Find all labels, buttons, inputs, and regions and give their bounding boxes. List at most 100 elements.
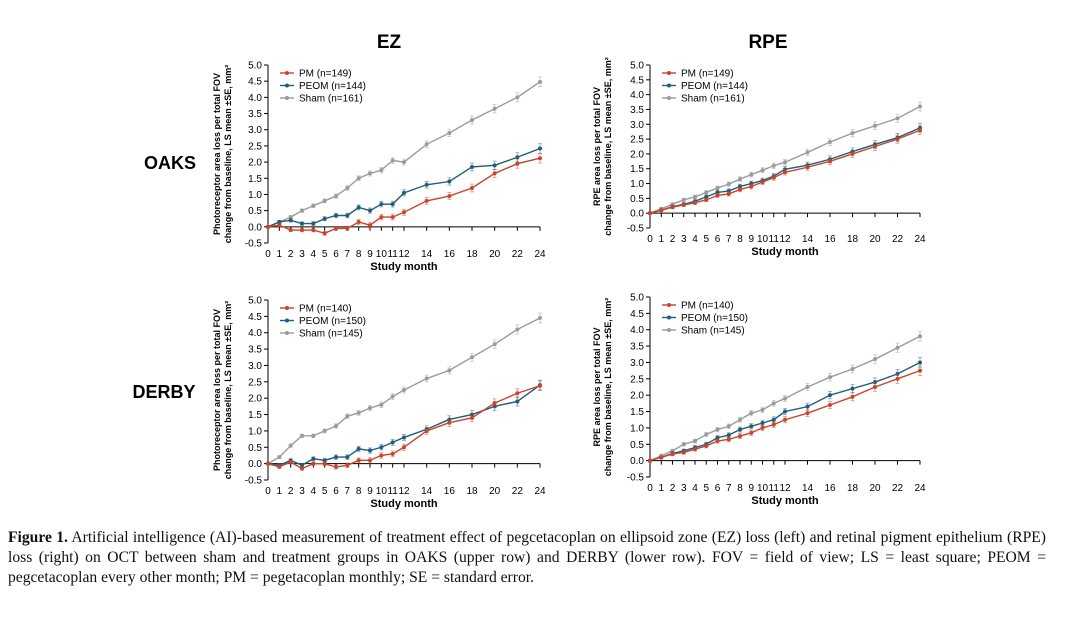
legend-marker (285, 306, 289, 310)
x-tick-label: 8 (737, 483, 743, 494)
x-tick-label: 20 (869, 483, 881, 494)
legend-marker (667, 303, 671, 307)
y-tick-label: 3.0 (630, 358, 644, 369)
data-point (345, 213, 350, 218)
caption-label: Figure 1. (8, 529, 68, 546)
x-tick-label: 4 (311, 249, 317, 260)
data-point (379, 445, 384, 450)
data-point (760, 425, 765, 430)
x-tick-label: 6 (715, 234, 721, 245)
x-tick-label: 5 (703, 234, 709, 245)
x-tick-label: 20 (869, 234, 881, 245)
data-point (681, 202, 686, 207)
data-point (390, 158, 395, 163)
data-point (659, 208, 664, 213)
x-tick-label: 3 (299, 486, 305, 497)
data-point (538, 156, 542, 161)
data-point (322, 461, 327, 466)
data-point (873, 385, 877, 389)
y-tick-label: 2.5 (630, 135, 644, 146)
data-point (402, 388, 406, 392)
data-point (873, 357, 877, 362)
x-tick-label: 24 (534, 249, 546, 260)
y-tick-label: 4.5 (248, 77, 262, 88)
y-tick-label: 1.0 (248, 426, 262, 437)
y-tick-label: 1.5 (248, 410, 262, 421)
data-point (368, 223, 372, 228)
data-point (402, 445, 406, 450)
data-point (783, 160, 787, 165)
y-tick-label: 1.0 (248, 190, 262, 201)
data-point (738, 427, 742, 432)
data-point (288, 228, 293, 233)
data-point (402, 190, 406, 195)
data-point (470, 355, 474, 360)
y-axis-label-line1: Photoreceptor area loss per total FOV (212, 73, 222, 235)
data-point (515, 327, 520, 332)
data-point (726, 433, 731, 438)
data-point (670, 205, 675, 210)
data-point (771, 417, 776, 422)
data-point (345, 226, 350, 231)
x-tick-label: 6 (715, 483, 721, 494)
data-point (379, 402, 384, 407)
data-point (345, 455, 350, 460)
caption-text: Artificial intelligence (AI)-based measu… (8, 529, 1046, 586)
legend: PM (n=140)PEOM (n=150) Sham (n=145) (280, 304, 366, 340)
x-tick-label: 6 (333, 249, 339, 260)
data-point (681, 197, 686, 202)
data-point (300, 228, 304, 233)
y-axis-label-line1: Photoreceptor area loss per total FOV (212, 309, 222, 471)
y-tick-label: 4.5 (630, 75, 644, 86)
series-pm (266, 380, 542, 471)
chart-panel-oaks-ez: 5.04.54.03.53.02.52.01.51.00.50.0-0.50 1 2… (212, 61, 546, 274)
x-tick-label: 5 (703, 483, 709, 494)
figure-charts: EZ RPE OAKS DERBY 5.0 4.5 4.0 3.5 3.0 2.5 2.0 1… (132, 32, 926, 511)
y-tick-label: 5.0 (248, 296, 262, 307)
data-point (918, 360, 922, 365)
data-point (515, 391, 520, 396)
x-tick-label: 14 (802, 483, 814, 494)
data-point (368, 208, 372, 213)
series-sham (266, 76, 542, 229)
x-tick-label: 22 (892, 234, 904, 245)
data-point (918, 334, 922, 339)
chart-panel-derby-ez: 5.04.54.03.53.02.52.01.51.00.50.0-0.50 1 2… (212, 296, 546, 511)
data-point (783, 170, 787, 175)
data-point (738, 434, 742, 439)
data-point (538, 79, 542, 84)
series-line (649, 369, 921, 462)
legend-label: PM (n=140) (299, 304, 352, 315)
data-point (693, 194, 697, 199)
series-line (267, 385, 541, 470)
data-point (447, 194, 452, 199)
data-point (311, 203, 316, 208)
data-point (492, 342, 497, 347)
x-tick-label: 10 (757, 483, 769, 494)
data-point (749, 172, 754, 177)
series-pm (648, 365, 922, 463)
y-tick-label: 1.5 (630, 407, 644, 418)
x-tick-label: 8 (356, 486, 362, 497)
series-sham (648, 101, 922, 216)
x-tick-label: 3 (681, 234, 687, 245)
data-point (266, 224, 270, 229)
x-tick-label: 24 (534, 486, 546, 497)
data-point (715, 185, 720, 190)
x-tick-label: 1 (658, 483, 664, 494)
data-point (390, 202, 395, 207)
legend-label: PEOM (n=150) (299, 316, 366, 327)
data-point (356, 458, 361, 463)
data-point (424, 182, 429, 187)
x-tick-label: 16 (824, 483, 836, 494)
x-tick-label: 12 (398, 486, 410, 497)
x-tick-label: 5 (322, 486, 328, 497)
data-point (515, 399, 520, 404)
legend-label: Sham (n=161) (681, 94, 745, 105)
x-tick-label: 2 (670, 483, 676, 494)
x-tick-label: 4 (311, 486, 317, 497)
x-tick-label: 4 (692, 234, 698, 245)
x-tick-label: 2 (288, 486, 294, 497)
data-point (322, 428, 327, 433)
y-tick-label: 3.5 (248, 109, 262, 120)
